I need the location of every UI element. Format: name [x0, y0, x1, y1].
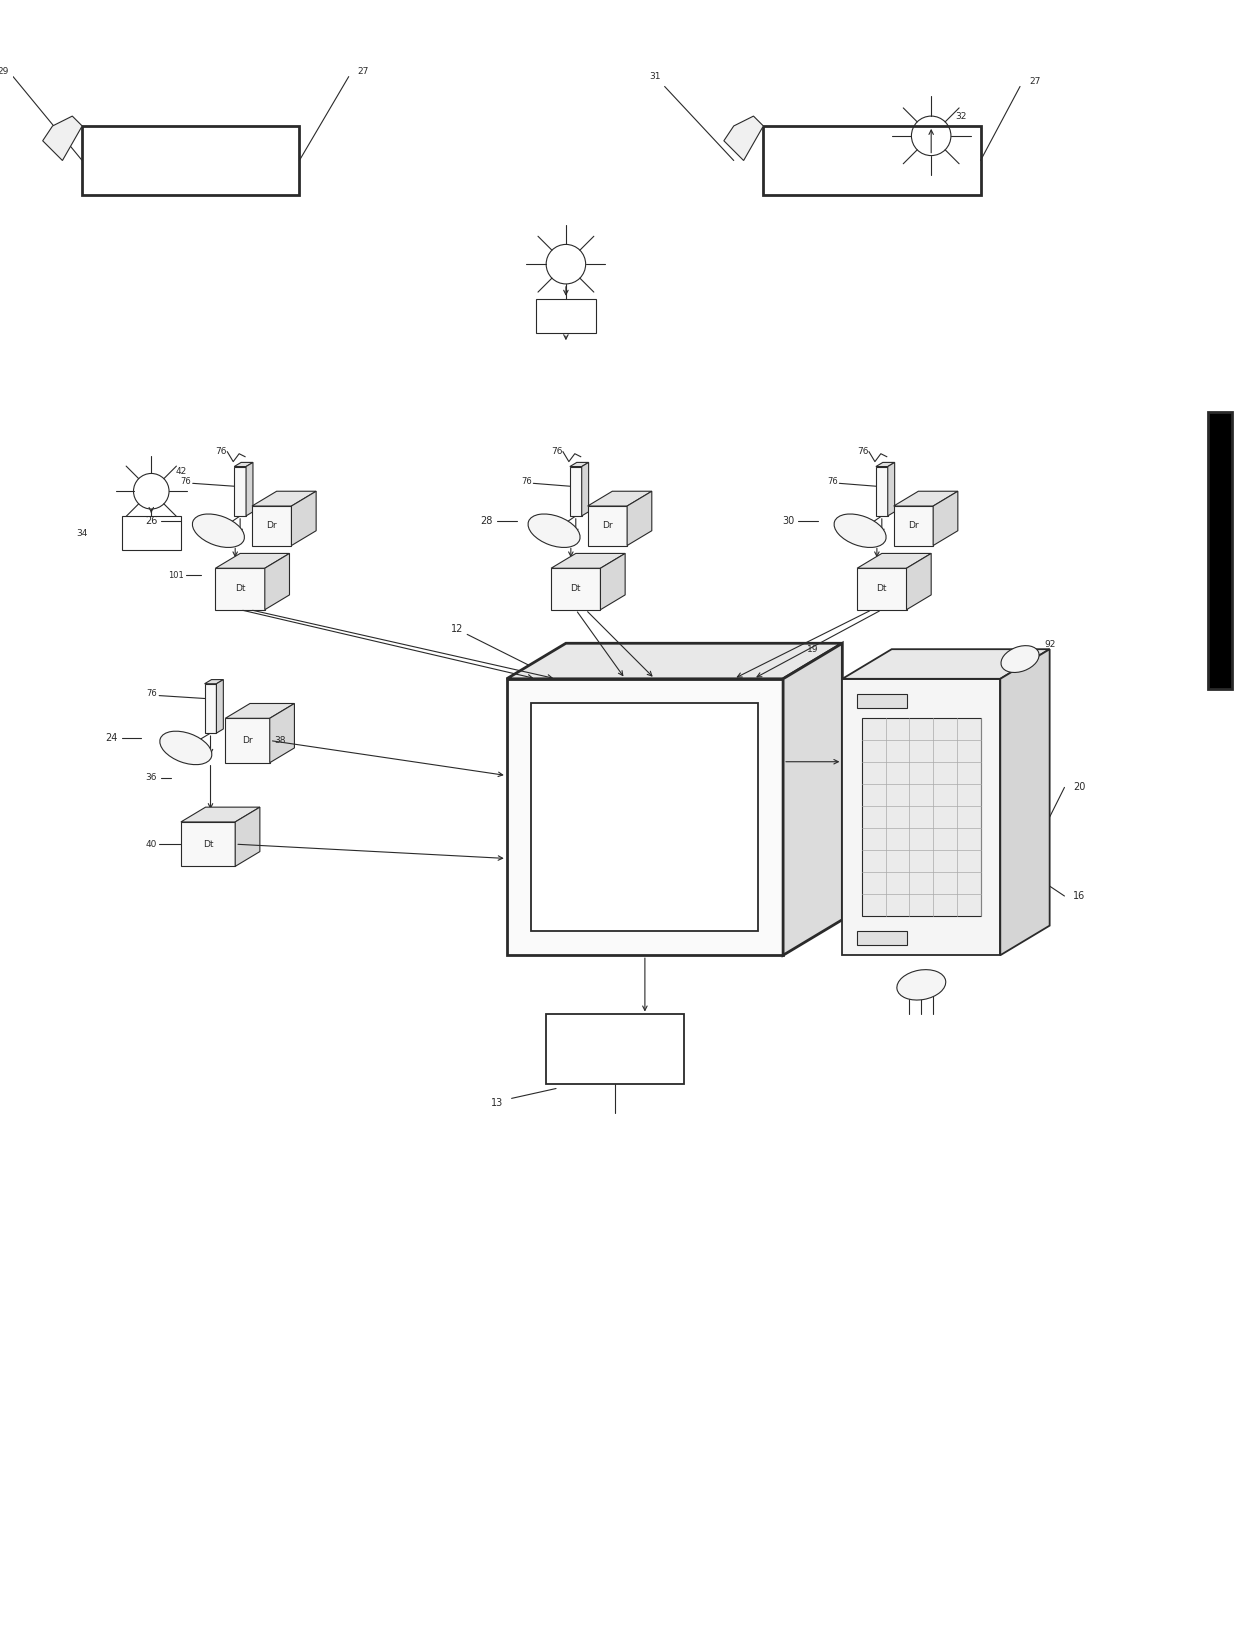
Text: 76: 76 [181, 476, 191, 486]
Ellipse shape [192, 514, 244, 547]
Text: Dt: Dt [203, 840, 213, 848]
Polygon shape [265, 553, 289, 609]
Text: 76: 76 [521, 476, 532, 486]
Text: 29: 29 [0, 67, 9, 77]
Text: Dr: Dr [267, 521, 277, 530]
Bar [857, 930, 906, 945]
Bar [122, 516, 181, 550]
Text: 27: 27 [358, 67, 370, 77]
Polygon shape [875, 462, 894, 467]
Bar [764, 126, 981, 195]
Text: Dt: Dt [877, 584, 887, 594]
Bar [1208, 413, 1233, 689]
Text: 31: 31 [649, 72, 661, 82]
Polygon shape [270, 704, 294, 763]
Ellipse shape [160, 732, 212, 764]
Text: 76: 76 [216, 447, 227, 457]
Bar [546, 1015, 684, 1084]
Ellipse shape [1001, 645, 1039, 673]
Polygon shape [205, 684, 217, 733]
Text: 30: 30 [782, 516, 794, 525]
Polygon shape [246, 462, 253, 516]
Text: 10: 10 [541, 920, 552, 930]
Polygon shape [627, 491, 652, 545]
Text: 27: 27 [1029, 77, 1040, 87]
Polygon shape [894, 491, 957, 506]
Polygon shape [551, 553, 625, 568]
Polygon shape [205, 679, 223, 684]
Polygon shape [934, 491, 957, 545]
Text: Dt: Dt [570, 584, 582, 594]
Text: 36: 36 [145, 773, 157, 782]
Polygon shape [570, 462, 589, 467]
Text: 101: 101 [169, 571, 184, 579]
Ellipse shape [528, 514, 580, 547]
Text: 28: 28 [481, 516, 494, 525]
Polygon shape [507, 679, 784, 956]
Polygon shape [234, 467, 246, 516]
Text: 76: 76 [552, 447, 563, 457]
Polygon shape [551, 568, 600, 609]
Text: 76: 76 [827, 476, 838, 486]
Text: 92: 92 [1044, 640, 1055, 648]
Text: 19: 19 [807, 645, 818, 653]
Text: 12: 12 [451, 624, 464, 635]
Polygon shape [857, 553, 931, 568]
Text: Dr: Dr [242, 737, 253, 745]
Text: 76: 76 [857, 447, 869, 457]
Polygon shape [857, 568, 906, 609]
Text: 26: 26 [145, 516, 157, 525]
Ellipse shape [897, 969, 946, 1000]
Bar [857, 694, 906, 709]
Text: Dr: Dr [908, 521, 919, 530]
Text: 13: 13 [491, 1098, 503, 1108]
Bar [536, 298, 595, 334]
Polygon shape [217, 679, 223, 733]
Polygon shape [42, 116, 82, 160]
Text: 34: 34 [77, 529, 88, 537]
Polygon shape [181, 822, 236, 866]
Polygon shape [291, 491, 316, 545]
Text: 76: 76 [146, 689, 156, 697]
Polygon shape [875, 467, 888, 516]
Polygon shape [784, 643, 842, 956]
Polygon shape [1001, 650, 1049, 956]
Polygon shape [226, 704, 294, 719]
Text: 42: 42 [175, 467, 186, 476]
Polygon shape [234, 462, 253, 467]
Bar [82, 126, 299, 195]
Polygon shape [724, 116, 764, 160]
Text: Dr: Dr [603, 521, 613, 530]
Polygon shape [216, 553, 289, 568]
Bar [862, 719, 981, 915]
Polygon shape [588, 506, 627, 545]
Polygon shape [507, 643, 842, 679]
Polygon shape [588, 491, 652, 506]
Polygon shape [226, 719, 270, 763]
Ellipse shape [835, 514, 887, 547]
Text: 16: 16 [1073, 891, 1085, 900]
Bar [532, 704, 759, 930]
Text: 24: 24 [105, 733, 118, 743]
Text: 38: 38 [274, 737, 285, 745]
Text: Dt: Dt [234, 584, 246, 594]
Polygon shape [236, 807, 260, 866]
Text: 32: 32 [955, 111, 966, 121]
Polygon shape [888, 462, 894, 516]
Text: 40: 40 [145, 840, 157, 848]
Polygon shape [906, 553, 931, 609]
Polygon shape [181, 807, 260, 822]
Polygon shape [600, 553, 625, 609]
Polygon shape [894, 506, 934, 545]
Polygon shape [842, 679, 1001, 956]
Text: 14: 14 [915, 981, 928, 990]
Polygon shape [842, 650, 1049, 679]
Polygon shape [570, 467, 582, 516]
Polygon shape [216, 568, 265, 609]
Polygon shape [252, 491, 316, 506]
Text: ALARM: ALARM [596, 1044, 635, 1054]
Text: 20: 20 [1073, 782, 1085, 792]
Polygon shape [582, 462, 589, 516]
Polygon shape [252, 506, 291, 545]
